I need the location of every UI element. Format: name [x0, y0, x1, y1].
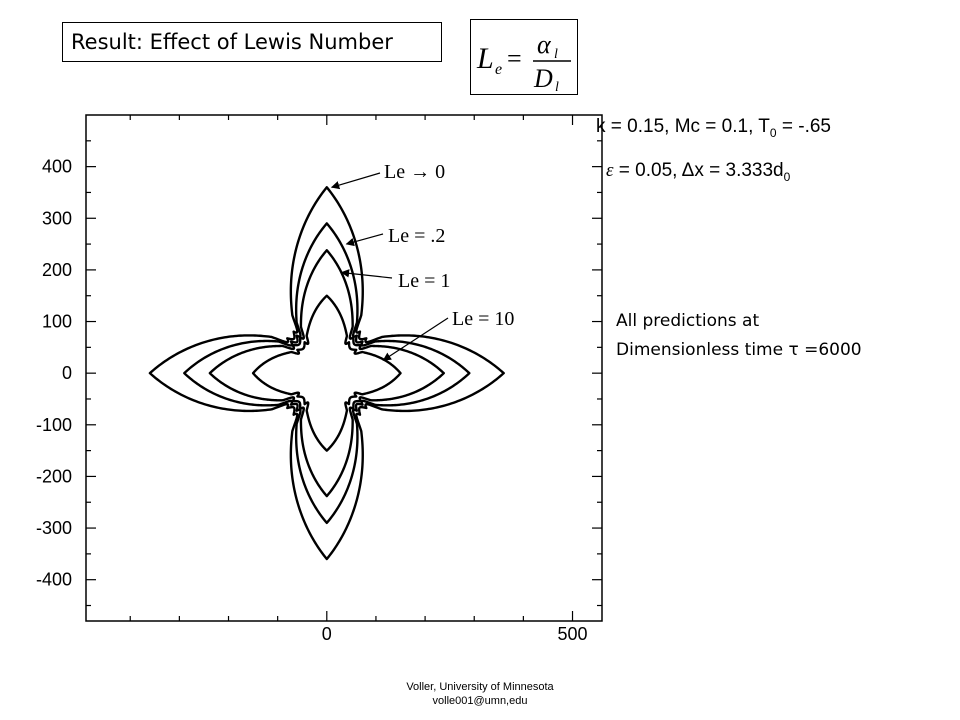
annotation-arrow	[382, 317, 449, 361]
y-tick-label: 300	[42, 208, 72, 228]
x-tick-label: 0	[322, 624, 332, 644]
y-tick-label: 0	[62, 363, 72, 383]
dendrite-curve-4	[251, 294, 402, 452]
y-tick-label: -200	[36, 466, 72, 486]
annotation-arrow	[345, 233, 384, 247]
y-tick-label: 200	[42, 260, 72, 280]
annotation-label: Le → 0	[384, 161, 445, 183]
slide-title: Result: Effect of Lewis Number	[62, 22, 442, 62]
y-tick-label: 400	[42, 157, 72, 177]
annotation-arrow	[330, 172, 381, 190]
y-tick-label: -300	[36, 518, 72, 538]
formula-lhs-main: L	[476, 42, 494, 75]
y-tick-label: 100	[42, 312, 72, 332]
annotation-arrow	[340, 269, 393, 279]
parameters-line-2: ε = 0.05, Δx = 3.333d0	[606, 160, 791, 184]
footer-author: Voller, University of Minnesota	[406, 681, 554, 693]
annotation-label: Le = 1	[398, 270, 450, 292]
annotation-label: Le = 10	[452, 308, 514, 330]
dendrite-curve-3	[208, 249, 445, 498]
annotation-label: Le = .2	[388, 225, 445, 247]
formula-denominator-sub: l	[555, 80, 559, 94]
footer-email: volle001@umn,edu	[432, 695, 528, 707]
plot-frame	[85, 114, 603, 622]
note-line-2: Dimensionless time τ =6000	[616, 340, 862, 360]
y-tick-label: -100	[36, 415, 72, 435]
formula-equals: =	[507, 44, 522, 73]
x-tick-label: 500	[557, 624, 587, 644]
formula-numerator-sub: l	[554, 47, 558, 62]
lewis-number-formula: L e = α l D l	[470, 19, 578, 95]
note-line-1: All predictions at	[616, 311, 760, 331]
formula-denominator: D	[533, 64, 553, 93]
parameters-line-1: k = 0.15, Mc = 0.1, T0 = -.65	[596, 116, 831, 140]
dendrite-curve-1	[148, 186, 505, 561]
y-tick-label: -400	[36, 570, 72, 590]
formula-numerator: α	[537, 30, 552, 59]
formula-lhs-sub: e	[495, 61, 502, 78]
dendrite-curve-2	[183, 222, 471, 525]
